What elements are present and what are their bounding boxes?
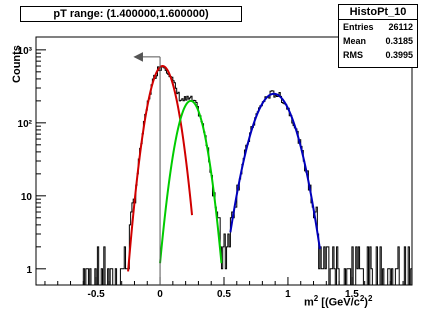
x-tick-label: 0 [157, 289, 163, 300]
histogram-series [82, 65, 413, 286]
chart-title: pT range: (1.400000,1.600000) [20, 6, 242, 22]
stats-mean-value: 0.3185 [385, 36, 413, 46]
y-tick-label: 10³ [18, 46, 33, 57]
stats-entries-row: Entries 26112 [339, 20, 417, 34]
y-axis-label: Counts [11, 45, 23, 83]
x-tick-label: 0.5 [217, 289, 231, 300]
x-axis-label: m2 [(GeV/c2)2 [304, 294, 373, 309]
x-tick-label: -0.5 [87, 289, 105, 300]
stats-rms-row: RMS 0.3995 [339, 48, 417, 62]
stats-mean-label: Mean [343, 36, 367, 46]
stats-box: HistoPt_10 Entries 26112 Mean 0.3185 RMS… [338, 4, 418, 68]
x-tick-label: 1.5 [345, 289, 359, 300]
cut-arrow-head [133, 52, 143, 62]
stats-name: HistoPt_10 [339, 5, 417, 20]
y-tick-label: 10 [21, 192, 33, 203]
stats-rms-value: 0.3995 [385, 50, 413, 60]
fit-curve-kaon [159, 99, 223, 264]
x-axis-label-units: [(GeV/c [321, 296, 360, 309]
stats-rms-label: RMS [343, 50, 363, 60]
stats-entries-label: Entries [343, 22, 374, 32]
y-tick-label: 10² [18, 119, 33, 130]
x-tick-label: 1 [285, 289, 291, 300]
stats-mean-row: Mean 0.3185 [339, 34, 417, 48]
fit-curve-proton [229, 92, 321, 250]
x-axis-label-close: ) [364, 296, 368, 309]
stats-entries-value: 26112 [388, 22, 413, 32]
x-axis-label-m: m [304, 296, 314, 309]
y-tick-label: 1 [26, 265, 32, 276]
